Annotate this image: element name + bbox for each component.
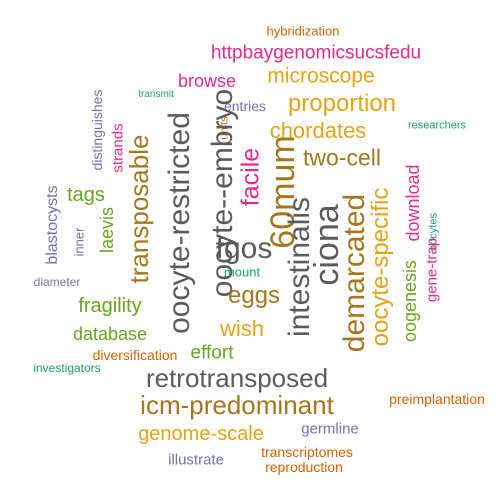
word-eggs: eggs	[227, 282, 281, 309]
word-mount: mount	[223, 264, 261, 280]
word-transcriptomes: transcriptomes	[261, 444, 353, 460]
word-oocyte-specific: oocyte-specific	[367, 187, 394, 347]
word-retrotransposed: retrotransposed	[145, 363, 329, 393]
word-transmit: transmit	[138, 89, 174, 100]
word-tags: tags	[67, 184, 105, 206]
word-oogenesis: oogenesis	[400, 259, 420, 343]
word-browse: browse	[177, 71, 237, 91]
word-reproduction: reproduction	[265, 459, 343, 475]
word-blastocysts: blastocysts	[44, 185, 61, 265]
word-intestinalis: intestinalis	[283, 196, 316, 338]
word-illustrate: illustrate	[168, 451, 224, 469]
word-diameter: diameter	[33, 275, 81, 289]
word-fgos: fgos	[215, 232, 273, 265]
word-genome-scale: genome-scale	[138, 423, 264, 445]
word-database: database	[72, 324, 148, 344]
word-transposable: transposable	[124, 134, 154, 284]
word-preimplantation: preimplantation	[389, 391, 485, 407]
word-oocyte-restricted: oocyte-restricted	[163, 112, 196, 334]
word-germline: germline	[301, 420, 359, 438]
word-wish: wish	[219, 316, 265, 341]
word-inner: inner	[71, 227, 87, 257]
word-effort: effort	[190, 342, 234, 364]
word-facile: facile	[236, 147, 265, 207]
word-diversification: diversification	[92, 347, 178, 363]
word-proportion: proportion	[287, 90, 397, 117]
word-two-cell: two-cell	[303, 144, 381, 171]
word-fragility: fragility	[78, 295, 142, 317]
word-distinguishes: distinguishes	[89, 89, 105, 171]
word-researchers: researchers	[407, 119, 467, 132]
word-chordates: chordates	[269, 118, 367, 143]
word-httpbaygenomicsucsfedu: httpbaygenomicsucsfedu	[210, 42, 422, 64]
word-investigators: investigators	[33, 361, 101, 375]
word-entries: entries	[223, 98, 267, 114]
word-icm-predominant: icm-predominant	[140, 390, 334, 420]
word-laevis: laevis	[97, 206, 117, 254]
word-demarcated: demarcated	[338, 193, 371, 353]
word-hybridization: hybridization	[266, 23, 340, 39]
word-gene-trap: gene-trap	[423, 237, 441, 303]
word-download: download	[403, 164, 423, 242]
word-microscope: microscope	[267, 64, 375, 88]
